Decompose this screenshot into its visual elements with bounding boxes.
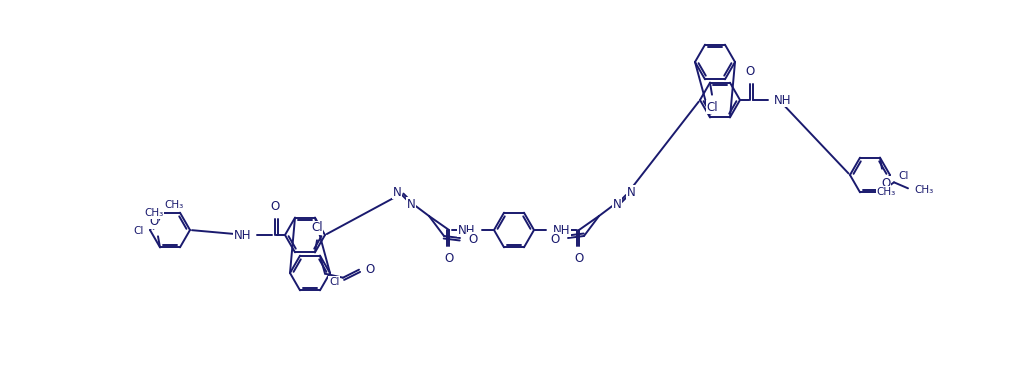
Text: O: O <box>365 263 375 276</box>
Text: O: O <box>574 252 583 265</box>
Text: NH: NH <box>774 93 791 106</box>
Text: CH₃: CH₃ <box>877 187 895 197</box>
Text: N: N <box>612 198 622 211</box>
Text: N: N <box>627 186 635 199</box>
Text: NH: NH <box>234 228 251 241</box>
Text: O: O <box>468 232 477 246</box>
Text: CH₃: CH₃ <box>164 200 183 210</box>
Text: O: O <box>551 232 560 246</box>
Text: O: O <box>445 252 454 265</box>
Text: O: O <box>271 200 280 213</box>
Text: Cl: Cl <box>329 277 340 287</box>
Text: Cl: Cl <box>134 226 144 236</box>
Text: Cl: Cl <box>898 171 909 181</box>
Text: NH: NH <box>553 224 570 237</box>
Text: NH: NH <box>458 224 475 237</box>
Text: Cl: Cl <box>706 101 718 114</box>
Text: O: O <box>149 215 158 228</box>
Text: Cl: Cl <box>311 221 323 234</box>
Text: CH₃: CH₃ <box>144 208 164 218</box>
Text: O: O <box>745 65 754 78</box>
Text: N: N <box>393 186 401 199</box>
Text: N: N <box>406 198 416 211</box>
Text: CH₃: CH₃ <box>914 185 933 195</box>
Text: O: O <box>882 177 891 190</box>
